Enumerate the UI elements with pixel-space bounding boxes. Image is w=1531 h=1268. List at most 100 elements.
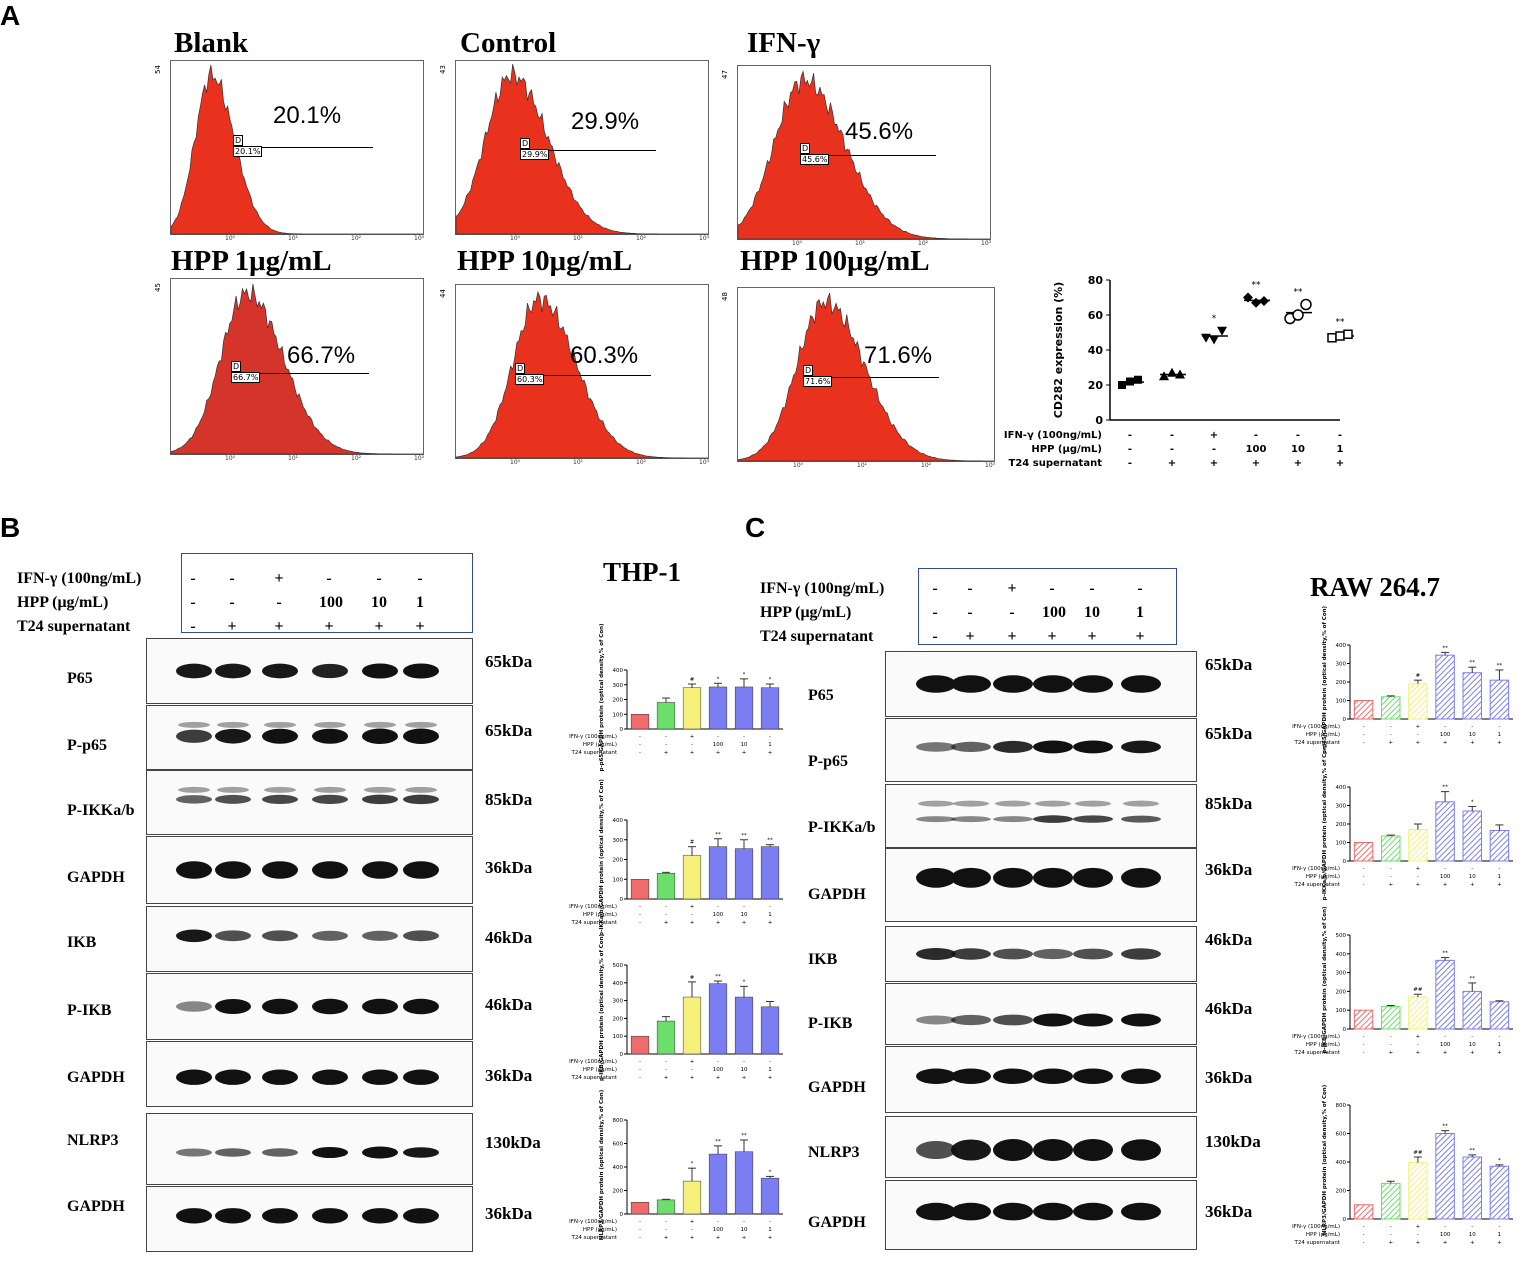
treatment-value: + <box>716 1075 721 1081</box>
blot-kda: 36kDa <box>485 858 533 877</box>
treatment-row-label: IFN-γ (100ng/mL) <box>1292 724 1340 730</box>
treatment-value: - <box>743 734 745 740</box>
histogram-frame <box>737 287 995 462</box>
treatment-value: - <box>639 1067 641 1073</box>
histogram-x-tick: 10³ <box>699 459 710 466</box>
panel-label-c: C <box>745 512 766 543</box>
treatment-sign: + <box>274 618 284 635</box>
bar <box>734 848 754 900</box>
histogram-ymax: 48 <box>721 292 729 301</box>
histogram-ymax: 44 <box>439 289 447 298</box>
y-axis-label: p-IKKa/b/GAPDH protein (optical density,… <box>599 779 605 936</box>
protein-band <box>215 1148 251 1157</box>
significance-mark: * <box>691 1161 694 1167</box>
blot-protein-name: P-IKB <box>808 1015 853 1032</box>
protein-band <box>262 794 298 804</box>
blot-kda: 46kDa <box>1205 999 1253 1018</box>
y-tick-label: 0 <box>1343 859 1347 865</box>
treatment-value: - <box>1471 1224 1473 1230</box>
protein-band <box>403 663 439 679</box>
y-tick-label: 0 <box>620 897 624 903</box>
treatment-value: 10 <box>1469 732 1476 738</box>
treatment-value: 100 <box>1440 1042 1451 1048</box>
protein-band <box>362 1146 398 1159</box>
protein-band <box>262 998 298 1015</box>
treatment-value: + <box>1416 740 1421 746</box>
histogram-frame <box>455 60 709 235</box>
treatment-row-label: HPP (μg/mL) <box>1031 444 1102 455</box>
protein-band <box>217 721 249 728</box>
protein-band <box>1121 867 1161 888</box>
protein-band <box>993 1014 1033 1026</box>
treatment-value: - <box>1471 866 1473 872</box>
protein-band <box>362 1208 398 1224</box>
histogram-x-tick: 10³ <box>699 235 710 242</box>
y-tick-label: 300 <box>613 838 624 844</box>
treatment-value: + <box>1416 1240 1421 1246</box>
data-point <box>1159 371 1169 381</box>
protein-band <box>1073 1013 1113 1027</box>
blot-protein-name: IKB <box>808 951 838 968</box>
blot-protein-name: GAPDH <box>67 869 125 886</box>
treatment-value: - <box>743 904 745 910</box>
treatment-value: - <box>769 904 771 910</box>
treatment-sign: 1 <box>1136 604 1144 621</box>
protein-band <box>176 1148 212 1157</box>
treatment-value: - <box>639 1227 641 1233</box>
histogram-x-tick: 10² <box>918 240 929 247</box>
protein-band <box>312 1208 348 1224</box>
treatment-value: - <box>1363 1042 1365 1048</box>
protein-band <box>1073 1139 1113 1161</box>
flow-panel-title: Blank <box>174 27 249 59</box>
treatment-sign: - <box>932 580 938 597</box>
protein-band <box>1121 675 1161 693</box>
y-tick-label: 200 <box>613 1016 624 1022</box>
y-tick-label: 0 <box>620 1212 624 1218</box>
treatment-value: + <box>1210 458 1218 469</box>
treatment-box <box>918 568 1177 645</box>
significance-mark: ** <box>1336 317 1346 327</box>
flow-percent: 45.6% <box>845 118 914 145</box>
treatment-value: - <box>1471 1034 1473 1040</box>
treatment-value: - <box>1498 1034 1500 1040</box>
significance-mark: ** <box>715 832 721 838</box>
significance-mark: * <box>743 672 746 678</box>
panel-label-a: A <box>0 0 21 31</box>
bar <box>682 996 702 1055</box>
bar <box>1489 829 1510 862</box>
gate-letter: D <box>231 361 242 372</box>
treatment-sign: + <box>1047 628 1057 645</box>
treatment-value: - <box>1444 1224 1446 1230</box>
bar <box>630 1035 650 1055</box>
protein-band <box>405 721 437 728</box>
histogram-ymax: 47 <box>721 70 729 79</box>
gate-letter: D <box>233 135 244 146</box>
significance-mark: * <box>769 677 772 683</box>
protein-band <box>312 663 348 679</box>
blot-bands <box>176 1208 439 1224</box>
treatment-value: - <box>1170 444 1174 455</box>
y-tick-label: 100 <box>1336 699 1347 705</box>
protein-band <box>993 948 1033 960</box>
treatment-row-label: T24 supernatant <box>1293 740 1340 746</box>
histogram-x-tick: 10¹ <box>288 235 299 242</box>
treatment-sign: - <box>376 570 382 587</box>
protein-band <box>1121 1068 1161 1084</box>
treatment-value: - <box>639 1235 641 1241</box>
treatment-sign: 100 <box>1042 604 1066 621</box>
treatment-value: 100 <box>1440 874 1451 880</box>
blot-kda: 46kDa <box>1205 930 1253 949</box>
protein-band <box>1033 948 1073 960</box>
significance-mark: ## <box>1413 987 1423 993</box>
histogram-area <box>455 64 708 235</box>
treatment-value: + <box>1252 458 1260 469</box>
y-axis-label: p-IKB/GAPDH protein (optical density,% o… <box>1322 906 1328 1053</box>
gate-percent: 20.1% <box>233 146 263 157</box>
treatment-value: + <box>1443 882 1448 888</box>
treatment-value: - <box>691 1227 693 1233</box>
treatment-value: + <box>742 920 747 926</box>
treatment-value: - <box>1417 1042 1419 1048</box>
treatment-value: + <box>1294 458 1302 469</box>
treatment-sign: - <box>967 604 973 621</box>
treatment-value: - <box>665 1227 667 1233</box>
